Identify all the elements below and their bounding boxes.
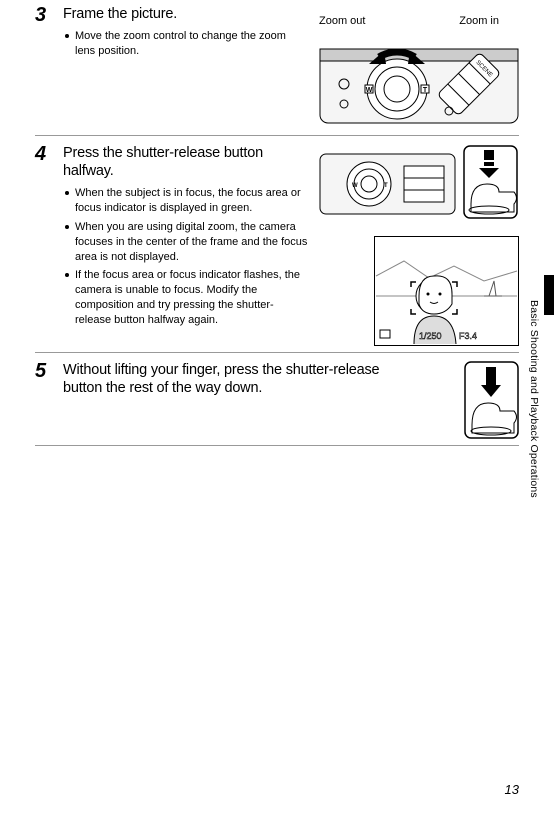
step-5: 5 Without lifting your finger, press the… (35, 361, 519, 446)
step-number: 3 (35, 5, 63, 129)
step-number: 4 (35, 144, 63, 346)
zoom-figure-wrap: Zoom out Zoom in W T (319, 5, 519, 129)
svg-text:T: T (423, 87, 428, 94)
step-figures: W T (319, 144, 519, 346)
page: 3 Frame the picture. Move the zoom contr… (0, 0, 554, 815)
step-figures (419, 361, 519, 439)
bullet-item: If the focus area or focus indicator fla… (63, 268, 309, 327)
step-number: 5 (35, 361, 63, 439)
bullet-item: When the subject is in focus, the focus … (63, 186, 309, 216)
step-title: Without lifting your finger, press the s… (63, 361, 409, 397)
step-text: Without lifting your finger, press the s… (63, 361, 419, 439)
step-text: Press the shutter-release button halfway… (63, 144, 319, 346)
camera-top-icon: W T SCENE (319, 29, 519, 124)
step-text: Frame the picture. Move the zoom control… (63, 5, 319, 129)
page-number: 13 (505, 782, 519, 797)
step-body: Without lifting your finger, press the s… (63, 361, 519, 439)
step-title: Frame the picture. (63, 5, 309, 23)
step-4: 4 Press the shutter-release button halfw… (35, 144, 519, 353)
bullet-list: When the subject is in focus, the focus … (63, 186, 309, 328)
step-figures: Zoom out Zoom in W T (319, 5, 519, 129)
step-body: Press the shutter-release button halfway… (63, 144, 519, 346)
lcd-preview-icon: 1/250 F3.4 (374, 236, 519, 346)
svg-text:T: T (384, 183, 388, 189)
aperture-text: F3.4 (459, 331, 477, 341)
section-label: Basic Shooting and Playback Operations (528, 300, 540, 498)
zoom-out-label: Zoom out (319, 15, 365, 27)
bullet-item: When you are using digital zoom, the cam… (63, 220, 309, 265)
step-body: Frame the picture. Move the zoom control… (63, 5, 519, 129)
zoom-in-label: Zoom in (459, 15, 499, 27)
side-tab (544, 275, 554, 315)
step-3: 3 Frame the picture. Move the zoom contr… (35, 5, 519, 136)
shutter-speed-text: 1/250 (419, 331, 442, 341)
zoom-labels: Zoom out Zoom in (319, 15, 499, 27)
press-full-icon (464, 361, 519, 439)
camera-press-half-icon: W T (319, 144, 519, 224)
step-title: Press the shutter-release button halfway… (63, 144, 309, 180)
svg-text:W: W (352, 183, 358, 189)
bullet-list: Move the zoom control to change the zoom… (63, 29, 309, 59)
bullet-item: Move the zoom control to change the zoom… (63, 29, 309, 59)
svg-text:W: W (366, 87, 373, 94)
